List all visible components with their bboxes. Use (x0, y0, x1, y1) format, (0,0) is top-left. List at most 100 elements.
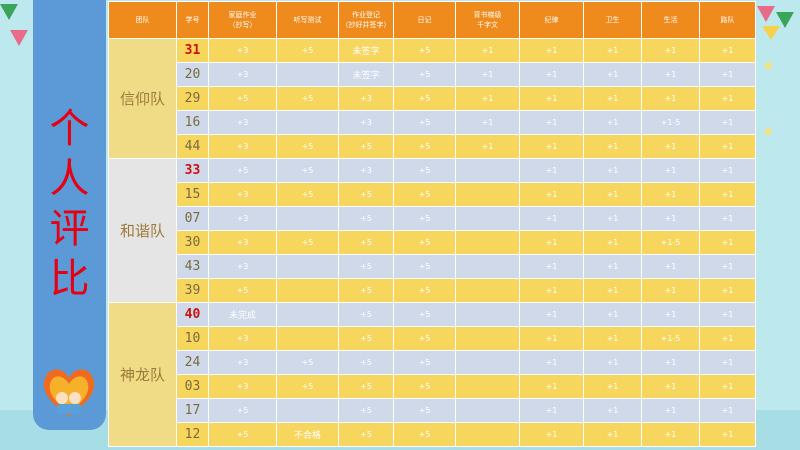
score-cell (455, 422, 520, 447)
score-cell: +3 (208, 182, 277, 207)
score-cell: 不合格 (276, 422, 339, 447)
score-cell: +5 (338, 422, 394, 447)
score-cell: +1 (519, 62, 584, 87)
score-cell (455, 206, 520, 231)
score-cell: +5 (393, 422, 456, 447)
score-cell: +5 (338, 230, 394, 255)
score-cell: +5 (393, 230, 456, 255)
student-id-cell: 29 (176, 86, 209, 111)
table-row: 17 +5 +5 +5 +1 +1 +1 +1 (109, 398, 756, 423)
score-cell (455, 254, 520, 279)
student-id-cell: 44 (176, 134, 209, 159)
score-cell: +1 (641, 158, 700, 183)
score-cell: +5 (393, 110, 456, 135)
score-cell: +3 (208, 62, 277, 87)
score-cell: +1 (641, 374, 700, 399)
table-row: 29 +5 +5 +3 +5 +1 +1 +1 +1 +1 (109, 86, 756, 111)
score-cell: +1 (519, 86, 584, 111)
student-id-cell: 17 (176, 398, 209, 423)
student-id-cell: 12 (176, 422, 209, 447)
score-cell: +1-5 (641, 110, 700, 135)
table-row: 03 +3 +5 +5 +5 +1 +1 +1 +1 (109, 374, 756, 399)
score-cell: +1 (519, 38, 584, 63)
score-cell: +1 (519, 398, 584, 423)
score-cell: +1 (519, 230, 584, 255)
student-id-cell: 03 (176, 374, 209, 399)
score-cell: +1 (699, 326, 756, 351)
score-cell: +5 (276, 134, 339, 159)
score-cell: +1 (699, 350, 756, 375)
score-cell (276, 254, 339, 279)
score-cell: +1 (699, 230, 756, 255)
score-cell: +1 (583, 374, 642, 399)
table-row: 43 +3 +5 +5 +1 +1 +1 +1 (109, 254, 756, 279)
score-cell: +1 (699, 182, 756, 207)
score-cell: +5 (338, 206, 394, 231)
score-cell: +5 (338, 134, 394, 159)
student-id-cell: 20 (176, 62, 209, 87)
score-cell (455, 350, 520, 375)
score-cell: +3 (208, 350, 277, 375)
score-cell: +1 (641, 302, 700, 327)
table-row: 39 +5 +5 +5 +1 +1 +1 +1 (109, 278, 756, 303)
score-cell: +1 (641, 38, 700, 63)
student-id-cell: 40 (176, 302, 209, 327)
student-id-cell: 31 (176, 38, 209, 63)
score-cell: +5 (393, 206, 456, 231)
team-name-cell: 神龙队 (108, 302, 177, 447)
student-id-cell: 16 (176, 110, 209, 135)
score-cell: +1 (583, 398, 642, 423)
score-cell: +1 (519, 254, 584, 279)
score-cell: +1 (455, 134, 520, 159)
column-header: 学号 (176, 1, 209, 39)
score-cell: +1 (641, 278, 700, 303)
score-cell: +5 (208, 86, 277, 111)
team-name-cell: 和谐队 (108, 158, 177, 303)
score-cell: +5 (276, 350, 339, 375)
score-cell: +5 (276, 374, 339, 399)
student-id-cell: 24 (176, 350, 209, 375)
score-cell: +3 (208, 230, 277, 255)
student-id-cell: 39 (176, 278, 209, 303)
student-id-cell: 33 (176, 158, 209, 183)
score-cell: +5 (393, 38, 456, 63)
score-cell: 未签字 (338, 38, 394, 63)
score-cell: +3 (208, 134, 277, 159)
score-cell: +1 (641, 398, 700, 423)
score-cell: +1 (455, 62, 520, 87)
score-cell: +1 (519, 110, 584, 135)
star-icon: ★ (762, 124, 775, 140)
score-cell: +5 (393, 254, 456, 279)
sidebar-panel: 个 人 评 比 (33, 0, 106, 430)
column-header: 团队 (108, 1, 177, 39)
score-cell: +1 (583, 62, 642, 87)
score-cell: 未签字 (338, 62, 394, 87)
score-cell: +1 (641, 182, 700, 207)
heart-kids-icon (43, 369, 95, 416)
score-cell: +5 (393, 302, 456, 327)
score-cell: +1 (641, 350, 700, 375)
score-cell: +1 (641, 254, 700, 279)
score-cell (455, 182, 520, 207)
score-cell: +5 (393, 278, 456, 303)
score-cell (276, 62, 339, 87)
score-cell: +5 (208, 278, 277, 303)
score-cell: +1 (699, 254, 756, 279)
score-cell: +1 (455, 110, 520, 135)
score-table: 团队 学号 家庭作业 （抄写） 听写测试 作业登记 （抄好并签字） 日记 背书梯级 千字文 纪律 卫生… (108, 1, 756, 447)
score-cell: +1-5 (641, 230, 700, 255)
score-cell (455, 158, 520, 183)
table-row: 10 +3 +5 +5 +1 +1 +1-5 +1 (109, 326, 756, 351)
page-title: 个 人 评 比 (49, 106, 90, 302)
table-row: 16 +3 +3 +5 +1 +1 +1 +1-5 +1 (109, 110, 756, 135)
score-cell: +1 (699, 374, 756, 399)
score-cell: +5 (393, 158, 456, 183)
score-cell: +1 (699, 398, 756, 423)
score-cell: +1 (699, 62, 756, 87)
score-cell: +5 (393, 86, 456, 111)
student-id-cell: 10 (176, 326, 209, 351)
column-header: 听写测试 (276, 1, 339, 39)
score-cell (455, 230, 520, 255)
score-cell: +3 (208, 254, 277, 279)
student-id-cell: 07 (176, 206, 209, 231)
